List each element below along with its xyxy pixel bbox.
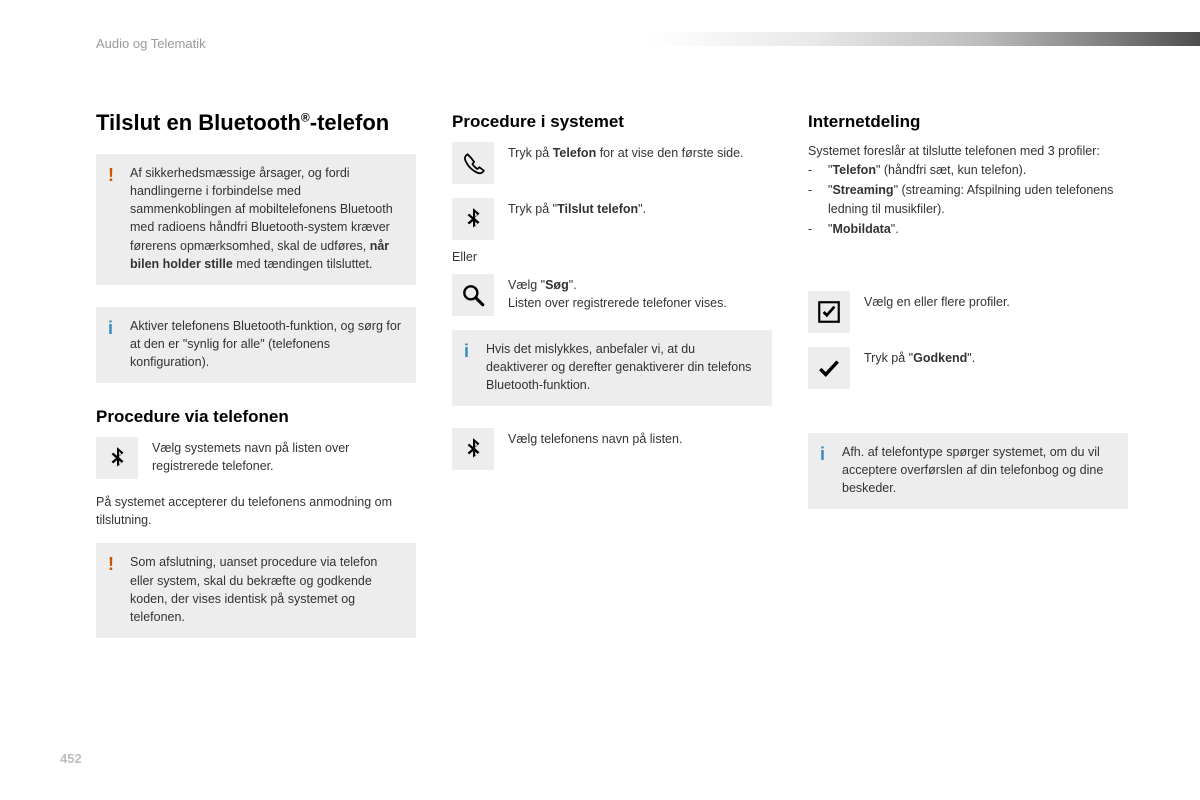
info-retry-text: Hvis det mislykkes, anbefaler vi, at du …: [486, 342, 751, 392]
info-icon: i: [820, 441, 825, 467]
step-text-select-profiles: Vælg en eller flere profiler.: [864, 291, 1010, 311]
step-row-select-profiles: Vælg en eller flere profiler.: [808, 291, 1128, 333]
content-grid: Tilslut en Bluetooth®-telefon ! Af sikke…: [96, 110, 1150, 660]
step-row-select-phone-name: Vælg telefonens navn på listen.: [452, 428, 772, 470]
warn1-post: med tændingen tilsluttet.: [233, 257, 373, 271]
step-text-connect-phone: Tryk på "Tilslut telefon".: [508, 198, 646, 218]
main-title: Tilslut en Bluetooth®-telefon: [96, 110, 416, 136]
column-3: Internetdeling Systemet foreslår at tils…: [808, 110, 1128, 660]
info-callout-phonebook-transfer: i Afh. af telefontype spørger systemet, …: [808, 433, 1128, 509]
check-icon: [808, 347, 850, 389]
separator-or: Eller: [452, 250, 772, 264]
step-row-connect-phone: Tryk på "Tilslut telefon".: [452, 198, 772, 240]
profile-item-mobildata: - "Mobildata".: [808, 220, 1128, 239]
info-callout-visibility: i Aktiver telefonens Bluetooth-funktion,…: [96, 307, 416, 383]
main-title-post: -telefon: [310, 110, 389, 135]
step-row-select-system: Vælg systemets navn på listen over regis…: [96, 437, 416, 479]
step-text-search: Vælg "Søg". Listen over registrerede tel…: [508, 274, 727, 312]
section-title-phone-procedure: Procedure via telefonen: [96, 407, 416, 427]
bluetooth-icon: [452, 428, 494, 470]
info1-text: Aktiver telefonens Bluetooth-funktion, o…: [130, 319, 401, 369]
section-title-system-procedure: Procedure i systemet: [452, 112, 772, 132]
info-callout-retry-bluetooth: i Hvis det mislykkes, anbefaler vi, at d…: [452, 330, 772, 406]
warning-callout-safety: ! Af sikkerhedsmæssige årsager, og fordi…: [96, 154, 416, 285]
column-2: Procedure i systemet Tryk på Telefon for…: [452, 110, 772, 660]
phone-icon: [452, 142, 494, 184]
header-section-label: Audio og Telematik: [96, 36, 206, 51]
step-row-approve: Tryk på "Godkend".: [808, 347, 1128, 389]
warning-icon: !: [108, 551, 114, 577]
info-icon: i: [108, 315, 113, 341]
profile-item-telefon: - "Telefon" (håndfri sæt, kun telefon).: [808, 161, 1128, 180]
main-title-pre: Tilslut en Bluetooth: [96, 110, 301, 135]
step-row-press-phone: Tryk på Telefon for at vise den første s…: [452, 142, 772, 184]
step-text-select-system: Vælg systemets navn på listen over regis…: [152, 437, 416, 475]
info-icon: i: [464, 338, 469, 364]
column-1: Tilslut en Bluetooth®-telefon ! Af sikke…: [96, 110, 416, 660]
page-number: 452: [60, 751, 82, 766]
warning-icon: !: [108, 162, 114, 188]
profile-intro-list: Systemet foreslår at tilslutte telefonen…: [808, 142, 1128, 239]
info-phonebook-text: Afh. af telefontype spørger systemet, om…: [842, 445, 1103, 495]
step-text-select-phone-name: Vælg telefonens navn på listen.: [508, 428, 682, 448]
step-text-approve: Tryk på "Godkend".: [864, 347, 975, 367]
profile-intro: Systemet foreslår at tilslutte telefonen…: [808, 142, 1128, 161]
profile-item-streaming: - "Streaming" (streaming: Afspilning ude…: [808, 181, 1128, 220]
checkbox-icon: [808, 291, 850, 333]
step-text-press-phone: Tryk på Telefon for at vise den første s…: [508, 142, 744, 162]
search-icon: [452, 274, 494, 316]
bluetooth-icon: [452, 198, 494, 240]
header-gradient-bar: [650, 32, 1200, 46]
section-title-internet-sharing: Internetdeling: [808, 112, 1128, 132]
warning-callout-confirm-code: ! Som afslutning, uanset procedure via t…: [96, 543, 416, 638]
warn2-text: Som afslutning, uanset procedure via tel…: [130, 555, 377, 623]
step-row-search: Vælg "Søg". Listen over registrerede tel…: [452, 274, 772, 316]
plain-accept-request: På systemet accepterer du telefonens anm…: [96, 493, 416, 529]
bluetooth-icon: [96, 437, 138, 479]
main-title-sup: ®: [301, 111, 310, 125]
warn1-pre: Af sikkerhedsmæssige årsager, og fordi h…: [130, 166, 393, 253]
